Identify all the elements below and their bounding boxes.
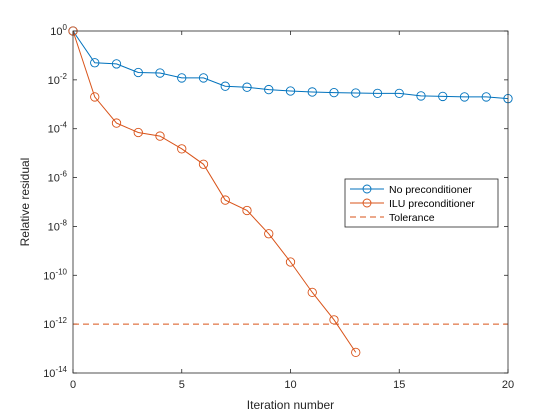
y-tick-label-0: 100 xyxy=(50,23,67,38)
x-tick-label-4: 20 xyxy=(502,379,514,391)
series-0-point-15 xyxy=(394,88,404,99)
series-0-point-11 xyxy=(307,87,317,97)
y-tick-base-6: 10 xyxy=(43,319,55,331)
y-tick-exponent-3: -6 xyxy=(60,170,68,179)
legend-label-1: ILU preconditioner xyxy=(389,198,475,210)
series-1-point-4 xyxy=(155,131,165,141)
x-tick-label-0: 0 xyxy=(70,379,76,391)
y-tick-base-4: 10 xyxy=(48,221,60,233)
y-tick-base-5: 10 xyxy=(43,270,55,282)
y-tick-label-2: 10-4 xyxy=(48,121,68,136)
series-0-point-3 xyxy=(133,67,143,78)
y-tick-base-3: 10 xyxy=(48,173,60,185)
series-line-0 xyxy=(72,30,509,100)
series-0-point-10 xyxy=(285,86,296,96)
series-0-point-4 xyxy=(155,68,165,78)
y-tick-exponent-6: -12 xyxy=(55,316,67,325)
series-0-point-2 xyxy=(111,59,122,69)
y-tick-label-6: 10-12 xyxy=(43,316,67,331)
series-0-point-13 xyxy=(351,88,361,98)
series-0-point-8 xyxy=(242,82,252,92)
series-1-point-1 xyxy=(90,92,100,102)
series-0-point-18 xyxy=(459,92,470,102)
legend-marker-1 xyxy=(362,198,372,208)
y-tick-label-1: 10-2 xyxy=(48,72,68,87)
legend-marker-0 xyxy=(362,184,372,194)
y-tick-exponent-2: -4 xyxy=(60,121,68,130)
series-0-point-19 xyxy=(481,92,491,102)
series-0-point-6 xyxy=(198,73,209,83)
series-0-point-5 xyxy=(177,73,187,83)
y-axis-label: Relative residual xyxy=(18,158,32,247)
series-1-point-11 xyxy=(307,287,317,298)
y-tick-exponent-5: -10 xyxy=(55,267,67,276)
y-tick-exponent-7: -14 xyxy=(55,365,67,374)
series-1-point-10 xyxy=(285,257,296,267)
series-1-point-12 xyxy=(329,315,339,325)
series-1-point-9 xyxy=(264,229,274,239)
series-0-point-14 xyxy=(372,88,383,99)
y-tick-base-1: 10 xyxy=(48,75,60,87)
series-0-point-1 xyxy=(90,58,100,68)
y-tick-base-7: 10 xyxy=(43,368,55,380)
series-0-point-17 xyxy=(438,91,448,102)
series-1-point-13 xyxy=(351,347,361,358)
y-tick-label-7: 10-14 xyxy=(43,365,67,380)
legend-label-2: Tolerance xyxy=(389,212,435,224)
legend-label-0: No preconditioner xyxy=(389,184,472,196)
x-axis-ticks: 0 5 10 15 20 xyxy=(70,31,514,391)
y-tick-base-2: 10 xyxy=(48,124,60,136)
x-tick-label-3: 15 xyxy=(393,379,405,391)
legend: No preconditioner ILU preconditioner Toler… xyxy=(344,178,499,228)
x-tick-label-2: 10 xyxy=(284,379,296,391)
series-0-point-16 xyxy=(416,91,426,101)
series-0-point-12 xyxy=(329,87,339,98)
y-tick-exponent-4: -8 xyxy=(60,218,68,227)
chart-marks xyxy=(68,26,513,358)
plot-frame xyxy=(72,30,509,374)
series-1-point-8 xyxy=(242,205,252,216)
y-tick-base-0: 10 xyxy=(50,26,62,38)
y-tick-label-3: 10-6 xyxy=(48,170,68,185)
y-tick-label-5: 10-10 xyxy=(43,267,67,282)
series-1-point-2 xyxy=(111,118,122,128)
y-tick-exponent-0: 0 xyxy=(63,23,68,32)
series-1-point-6 xyxy=(198,159,209,169)
y-tick-label-4: 10-8 xyxy=(48,218,68,233)
x-tick-label-1: 5 xyxy=(179,379,185,391)
series-1-point-5 xyxy=(177,144,187,154)
series-1-point-3 xyxy=(133,127,143,138)
x-axis-label: Iteration number xyxy=(247,398,334,412)
series-0-point-7 xyxy=(220,81,230,91)
series-0-point-9 xyxy=(264,84,274,95)
y-tick-exponent-1: -2 xyxy=(60,72,68,81)
series-1-point-7 xyxy=(220,195,230,205)
